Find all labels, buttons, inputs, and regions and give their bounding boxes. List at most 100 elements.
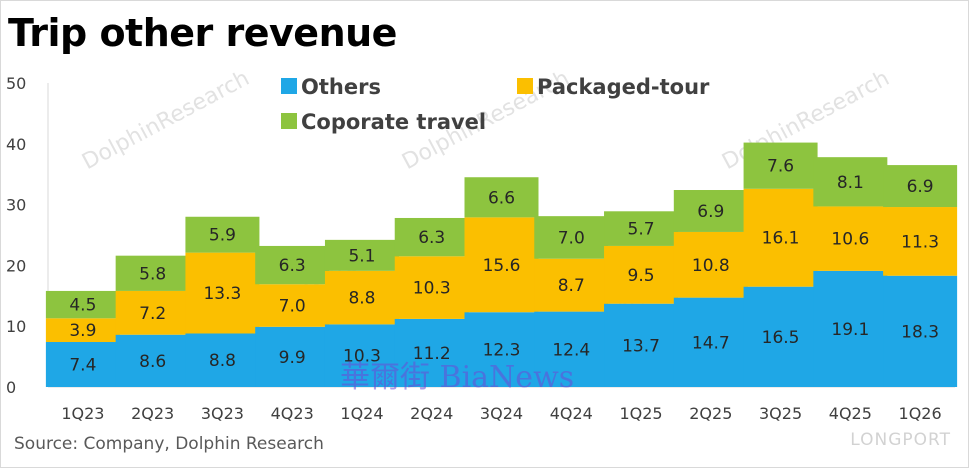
data-label: 11.2	[413, 344, 451, 364]
data-label: 8.8	[348, 289, 375, 309]
y-tick-label: 10	[6, 317, 26, 336]
bar-packaged-tour	[534, 258, 609, 312]
data-label: 9.5	[628, 266, 655, 286]
x-tick-label: 1Q24	[340, 404, 383, 423]
bar-packaged-tour	[604, 245, 679, 304]
brand-watermark: LONGPORT	[850, 430, 951, 450]
data-label: 10.8	[692, 256, 730, 276]
legend-swatch	[281, 113, 297, 129]
data-label: 6.6	[488, 188, 515, 208]
bar-others	[813, 270, 888, 387]
bar-coporate-travel	[743, 142, 818, 189]
data-label: 19.1	[831, 320, 869, 340]
x-tick-label: 4Q25	[829, 404, 872, 423]
x-tick-label: 4Q23	[271, 404, 314, 423]
bar-packaged-tour	[813, 206, 888, 271]
data-label: 7.2	[139, 304, 166, 324]
data-label: 5.1	[348, 246, 375, 266]
bar-packaged-tour	[883, 207, 958, 276]
bar-coporate-travel	[673, 190, 748, 232]
bar-coporate-travel	[604, 211, 679, 246]
data-label: 14.7	[692, 333, 730, 353]
data-label: 10.3	[343, 347, 381, 367]
data-label: 8.6	[139, 352, 166, 372]
bar-packaged-tour	[115, 290, 190, 335]
data-label: 18.3	[901, 322, 939, 342]
data-label: 16.1	[762, 229, 800, 249]
y-tick-label: 40	[6, 135, 26, 154]
x-tick-label: 1Q26	[899, 404, 942, 423]
bar-packaged-tour	[324, 270, 399, 325]
bar-others	[255, 326, 330, 387]
x-tick-label: 3Q23	[201, 404, 244, 423]
data-label: 3.9	[69, 321, 96, 341]
bar-coporate-travel	[185, 216, 260, 253]
bar-packaged-tour	[743, 188, 818, 287]
bar-others	[534, 311, 609, 387]
data-label: 8.7	[558, 276, 585, 296]
data-label: 5.8	[139, 264, 166, 284]
data-label: 12.3	[483, 341, 521, 361]
data-label: 5.9	[209, 226, 236, 246]
y-tick-label: 50	[6, 74, 26, 93]
bar-others	[324, 324, 399, 387]
data-label: 8.1	[837, 173, 864, 193]
data-label: 13.7	[622, 336, 660, 356]
bar-others	[45, 342, 120, 387]
x-tick-label: 3Q25	[759, 404, 802, 423]
bar-coporate-travel	[255, 245, 330, 285]
x-tick-label: 3Q24	[480, 404, 523, 423]
data-label: 7.0	[558, 228, 585, 248]
y-tick-label: 0	[6, 378, 16, 397]
x-tick-label: 2Q24	[410, 404, 453, 423]
bar-others	[604, 303, 679, 387]
data-label: 5.7	[628, 220, 655, 240]
bar-others	[743, 286, 818, 387]
bar-packaged-tour	[255, 284, 330, 327]
data-label: 12.4	[552, 340, 590, 360]
bar-coporate-travel	[464, 177, 539, 218]
bar-packaged-tour	[673, 231, 748, 298]
data-label: 6.3	[279, 256, 306, 276]
data-label: 8.8	[209, 351, 236, 371]
data-label: 7.4	[69, 356, 96, 376]
bar-coporate-travel	[394, 217, 469, 257]
x-tick-label: 2Q23	[131, 404, 174, 423]
data-label: 6.9	[697, 202, 724, 222]
bar-coporate-travel	[813, 157, 888, 207]
y-tick-label: 20	[6, 256, 26, 275]
source-note: Source: Company, Dolphin Research	[14, 434, 324, 454]
legend-label: Others	[301, 75, 381, 99]
bar-coporate-travel	[45, 290, 120, 319]
legend-swatch	[281, 78, 297, 94]
data-label: 11.3	[901, 232, 939, 252]
x-tick-label: 4Q24	[550, 404, 593, 423]
x-tick-label: 2Q25	[689, 404, 732, 423]
x-tick-label: 1Q25	[619, 404, 662, 423]
y-tick-label: 30	[6, 196, 26, 215]
chart-title: Trip other revenue	[8, 11, 397, 55]
bar-coporate-travel	[534, 216, 609, 259]
data-label: 15.6	[483, 256, 521, 276]
legend-label: Coporate travel	[301, 110, 486, 134]
center-watermark: 華爾街 BiaNews	[340, 360, 575, 395]
data-label: 10.3	[413, 279, 451, 299]
data-label: 13.3	[203, 284, 241, 304]
bar-packaged-tour	[45, 318, 120, 343]
bar-others	[673, 297, 748, 387]
data-label: 4.5	[69, 296, 96, 316]
bar-others	[115, 334, 190, 387]
bar-others	[464, 312, 539, 387]
data-label: 7.6	[767, 157, 794, 177]
bar-packaged-tour	[464, 217, 539, 313]
bar-others	[394, 318, 469, 387]
bar-others	[883, 275, 958, 387]
data-label: 10.6	[831, 230, 869, 250]
bar-coporate-travel	[883, 165, 958, 208]
data-label: 7.0	[279, 297, 306, 317]
data-label: 16.5	[762, 328, 800, 348]
bar-packaged-tour	[185, 252, 260, 334]
bar-packaged-tour	[394, 256, 469, 319]
bar-others	[185, 333, 260, 387]
legend-label: Packaged-tour	[537, 75, 710, 99]
